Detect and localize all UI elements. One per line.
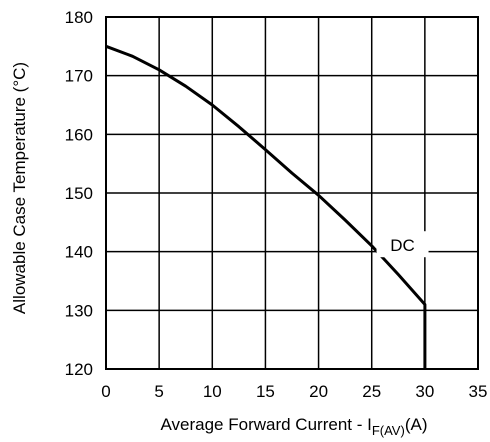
x-tick-label: 25	[362, 382, 381, 401]
x-axis-label-unit: (A)	[405, 415, 428, 434]
y-tick-label: 170	[65, 67, 93, 86]
plot-frame	[105, 16, 479, 370]
plot-border	[105, 16, 479, 370]
x-tick-label: 30	[415, 382, 434, 401]
y-tick-label: 150	[65, 184, 93, 203]
x-tick-label: 35	[469, 382, 488, 401]
series-curve	[105, 44, 427, 369]
y-tick-label: 120	[65, 360, 93, 379]
x-tick-label: 15	[256, 382, 275, 401]
y-tick-label: 140	[65, 243, 93, 262]
x-tick-labels: 0 5 10 15 20 25 30 35	[101, 382, 487, 401]
x-tick-label: 0	[101, 382, 110, 401]
x-tick-label: 20	[309, 382, 328, 401]
annotation-label: DC	[390, 236, 415, 255]
y-tick-labels: 120 130 140 150 160 170 180	[65, 8, 93, 379]
y-tick-label: 160	[65, 125, 93, 144]
x-axis-label: Average Forward Current - IF(AV)(A)	[161, 415, 428, 438]
series-line	[105, 44, 427, 369]
y-tick-label: 130	[65, 301, 93, 320]
grid	[105, 16, 479, 370]
x-axis-label-subscript: F(AV)	[372, 423, 405, 438]
annotations: DC	[376, 231, 429, 258]
x-tick-label: 10	[203, 382, 222, 401]
annotation-background	[376, 231, 429, 258]
x-tick-label: 5	[154, 382, 163, 401]
x-axis-label-main: Average Forward Current - I	[161, 415, 372, 434]
y-tick-label: 180	[65, 8, 93, 27]
y-axis-label: Allowable Case Temperature (°C)	[10, 62, 29, 314]
